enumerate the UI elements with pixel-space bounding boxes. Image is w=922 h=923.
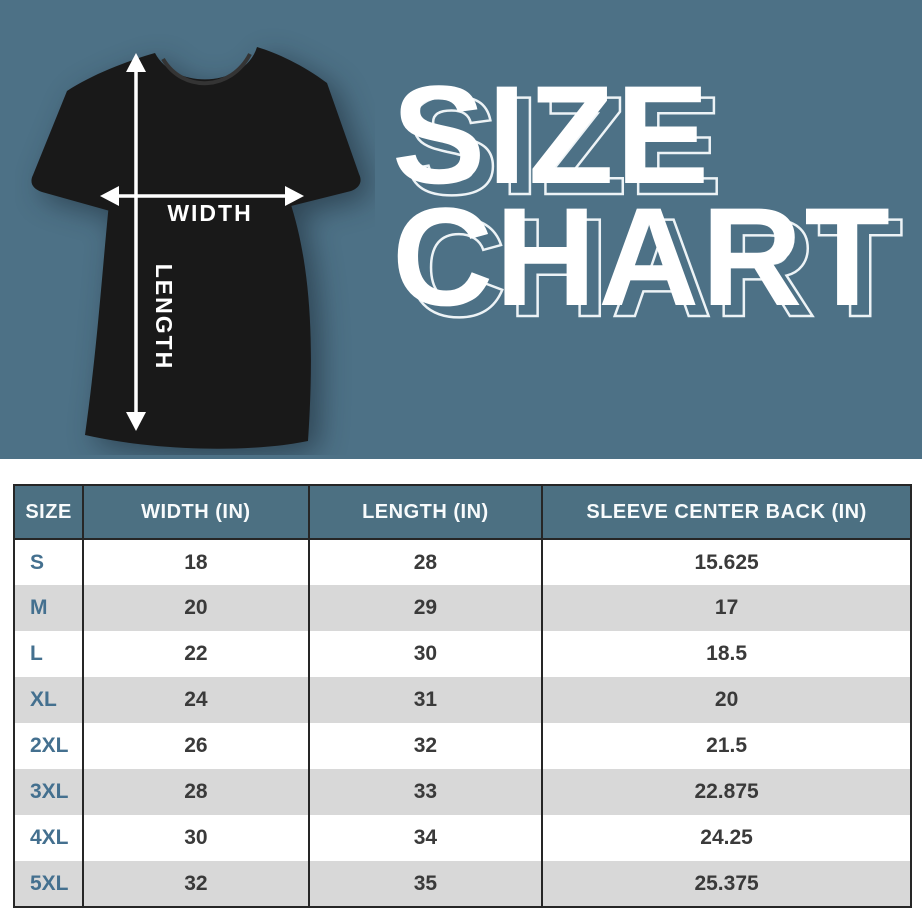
length-cell: 29 bbox=[307, 585, 543, 631]
size-cell: 2XL bbox=[30, 734, 69, 757]
table-row: 4XL 30 34 24.25 bbox=[14, 815, 911, 861]
tshirt-collar bbox=[161, 53, 252, 86]
header-size: SIZE bbox=[14, 485, 84, 540]
table-row: XL 24 31 20 bbox=[14, 677, 911, 723]
banner-title-line2-text: CHART bbox=[392, 178, 892, 335]
banner-title-line1-text: SIZE bbox=[392, 56, 712, 213]
width-cell: 18 bbox=[82, 539, 309, 585]
size-cell: 4XL bbox=[30, 826, 69, 849]
header-length: LENGTH (IN) bbox=[307, 485, 543, 540]
width-label: WIDTH bbox=[167, 200, 252, 226]
length-cell: 35 bbox=[307, 861, 543, 907]
header-width: WIDTH (IN) bbox=[82, 485, 309, 540]
width-cell: 24 bbox=[82, 677, 309, 723]
size-cell: 5XL bbox=[30, 871, 69, 895]
table-row: 5XL 32 35 25.375 bbox=[14, 861, 911, 907]
length-cell: 30 bbox=[307, 631, 543, 677]
sleeve-cell: 24.25 bbox=[541, 815, 911, 861]
width-cell: 22 bbox=[82, 631, 309, 677]
banner: WIDTH LENGTH SIZE SIZE CHART CHART bbox=[0, 0, 922, 459]
sleeve-cell: 20 bbox=[541, 677, 911, 723]
table-header-row: SIZE WIDTH (IN) LENGTH (IN) SLEEVE CENTE… bbox=[14, 485, 911, 540]
banner-title-line1: SIZE SIZE bbox=[392, 65, 892, 217]
size-cell: L bbox=[30, 642, 43, 665]
size-cell: XL bbox=[30, 688, 57, 711]
sleeve-cell: 21.5 bbox=[541, 723, 911, 769]
width-cell: 26 bbox=[82, 723, 309, 769]
length-arrow bbox=[126, 53, 146, 431]
sleeve-cell: 22.875 bbox=[541, 769, 911, 815]
table-row: S 18 28 15.625 bbox=[14, 539, 911, 585]
width-cell: 20 bbox=[82, 585, 309, 631]
banner-title-line2-outline: CHART bbox=[404, 189, 905, 346]
size-cell: S bbox=[30, 550, 45, 574]
sleeve-cell: 18.5 bbox=[541, 631, 911, 677]
length-label: LENGTH bbox=[151, 264, 177, 371]
table-row: 3XL 28 33 22.875 bbox=[14, 769, 911, 815]
width-cell: 28 bbox=[82, 769, 309, 815]
size-table: SIZE WIDTH (IN) LENGTH (IN) SLEEVE CENTE… bbox=[13, 484, 912, 908]
length-cell: 33 bbox=[307, 769, 543, 815]
sleeve-cell: 25.375 bbox=[541, 861, 911, 907]
banner-title: SIZE SIZE CHART CHART bbox=[392, 65, 904, 339]
size-cell: M bbox=[30, 596, 48, 619]
width-cell: 32 bbox=[82, 861, 309, 907]
size-cell: 3XL bbox=[30, 780, 69, 803]
header-sleeve: SLEEVE CENTER BACK (IN) bbox=[541, 485, 911, 540]
width-cell: 30 bbox=[82, 815, 309, 861]
table-row: M 20 29 17 bbox=[14, 585, 911, 631]
sleeve-cell: 15.625 bbox=[541, 539, 911, 585]
width-arrow bbox=[100, 186, 304, 206]
length-cell: 31 bbox=[307, 677, 543, 723]
sleeve-cell: 17 bbox=[541, 585, 911, 631]
length-cell: 28 bbox=[307, 539, 543, 585]
length-cell: 32 bbox=[307, 723, 543, 769]
table-row: L 22 30 18.5 bbox=[14, 631, 911, 677]
tshirt-graphic: WIDTH LENGTH bbox=[31, 47, 361, 449]
banner-title-line2: CHART CHART bbox=[392, 187, 904, 339]
table-row: 2XL 26 32 21.5 bbox=[14, 723, 911, 769]
banner-title-line1-outline: SIZE bbox=[404, 67, 725, 224]
tshirt-silhouette bbox=[31, 47, 361, 449]
length-cell: 34 bbox=[307, 815, 543, 861]
